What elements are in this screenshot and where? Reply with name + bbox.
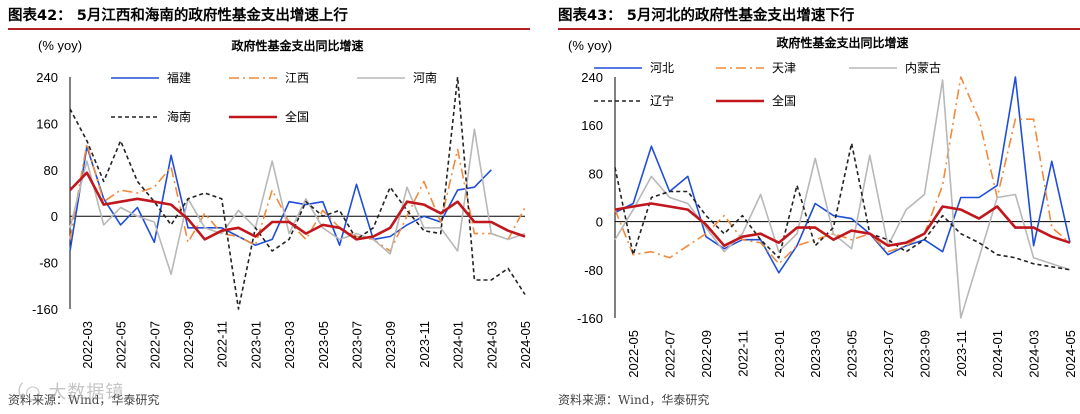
- x-tick-label: 2022-03: [80, 321, 95, 369]
- legend-label: 福建: [167, 70, 191, 85]
- y-tick-label: -80: [584, 263, 603, 278]
- legend-label: 全国: [772, 93, 796, 108]
- legend-label: 内蒙古: [905, 60, 941, 75]
- y-axis-unit: (% yoy): [568, 38, 612, 53]
- legend-label: 江西: [285, 71, 309, 85]
- series-福建: [69, 145, 492, 252]
- x-tick-label: 2023-07: [349, 321, 364, 369]
- x-tick-label: 2022-09: [699, 330, 714, 378]
- x-tick-label: 2023-01: [248, 321, 263, 369]
- y-tick-label: 80: [589, 166, 603, 181]
- series-全国: [614, 202, 1071, 247]
- legend-label: 海南: [167, 109, 191, 124]
- watermark: （○ 大数据镜: [6, 382, 125, 403]
- x-tick-label: 2023-09: [383, 321, 398, 369]
- x-tick-label: 2023-01: [772, 330, 787, 378]
- series-line: [69, 145, 492, 252]
- x-tick-label: 2022-05: [114, 321, 129, 369]
- series-line: [69, 142, 526, 252]
- chart-panel-left: 图表42： 5月江西和海南的政府性基金支出增速上行 政府性基金支出同比增速 (% …: [6, 8, 533, 407]
- y-tick-label: 0: [596, 215, 603, 230]
- legend-label: 辽宁: [650, 93, 674, 108]
- x-tick-label: 2023-03: [282, 321, 297, 369]
- legend-label: 天津: [772, 61, 796, 75]
- x-tick-label: 2023-05: [316, 321, 331, 369]
- series-line: [614, 142, 1071, 271]
- x-tick-label: 2023-09: [917, 330, 932, 378]
- line-chart-left: 政府性基金支出同比增速 (% yoy) -160 -80 0 80 160 240 2022-0…: [32, 38, 533, 369]
- x-tick-label: 2023-11: [417, 321, 432, 368]
- series-全国: [69, 171, 526, 241]
- figure-title: 图表42： 5月江西和海南的政府性基金支出增速上行: [8, 8, 348, 24]
- title-divider: [558, 28, 1080, 30]
- series-辽宁: [614, 142, 1071, 271]
- source-note: 资料来源：Wind，华泰研究: [558, 393, 710, 407]
- y-tick-label: -160: [577, 311, 603, 326]
- series-line: [69, 128, 526, 275]
- x-tick-label: 2023-07: [881, 330, 896, 378]
- series-江西: [69, 142, 526, 252]
- x-tick-label: 2023-05: [845, 330, 860, 378]
- series-河北: [614, 76, 1071, 274]
- y-axis-unit: (% yoy): [38, 38, 82, 53]
- series-天津: [614, 76, 1071, 265]
- x-tick-label: 2022-05: [626, 330, 641, 378]
- series-line: [614, 76, 1071, 274]
- source-note: 资料来源：Wind，华泰研究: [8, 393, 160, 407]
- y-tick-label: -160: [32, 302, 58, 317]
- x-tick-label: 2022-07: [663, 330, 678, 378]
- x-tick-label: 2023-11: [954, 330, 969, 377]
- x-tick-label: 2022-11: [735, 330, 750, 377]
- x-tick-label: 2022-09: [181, 321, 196, 369]
- x-tick-label: 2024-01: [451, 321, 466, 369]
- legend-label: 全国: [285, 109, 309, 124]
- x-tick-label: 2022-07: [147, 321, 162, 369]
- series-河南: [69, 128, 526, 275]
- x-tick-label: 2024-05: [1063, 330, 1078, 378]
- chart-title: 政府性基金支出同比增速: [776, 35, 908, 50]
- y-tick-label: 240: [36, 70, 58, 85]
- legend-label: 河南: [413, 70, 437, 85]
- chart-title: 政府性基金支出同比增速: [231, 38, 363, 53]
- title-divider: [8, 28, 530, 30]
- legend-label: 河北: [650, 61, 674, 75]
- series-海南: [69, 76, 526, 310]
- x-tick-label: 2024-03: [484, 321, 499, 369]
- x-tick-label: 2024-03: [1027, 330, 1042, 378]
- y-tick-label: 240: [581, 70, 603, 85]
- x-tick-label: 2023-03: [808, 330, 823, 378]
- x-tick-label: 2024-05: [518, 321, 533, 369]
- x-tick-label: 2022-11: [215, 321, 230, 368]
- x-tick-label: 2024-01: [990, 330, 1005, 378]
- series-line: [614, 202, 1071, 247]
- series-line: [69, 171, 526, 241]
- y-tick-label: 80: [44, 163, 58, 178]
- series-内蒙古: [614, 79, 1071, 319]
- series-line: [614, 79, 1071, 319]
- chart-panel-right: 图表43： 5月河北的政府性基金支出增速下行 政府性基金支出同比增速 (% yoy…: [550, 0, 1080, 414]
- series-line: [69, 76, 526, 310]
- y-tick-label: 160: [36, 116, 58, 131]
- figure-title: 图表43： 5月河北的政府性基金支出增速下行: [558, 8, 855, 24]
- line-chart-right: 政府性基金支出同比增速 (% yoy) -160 -80 0 80 160 240 2022-0…: [568, 35, 1078, 378]
- y-tick-label: -80: [39, 256, 58, 271]
- y-tick-label: 0: [51, 209, 58, 224]
- y-tick-label: 160: [581, 118, 603, 133]
- series-line: [614, 76, 1071, 265]
